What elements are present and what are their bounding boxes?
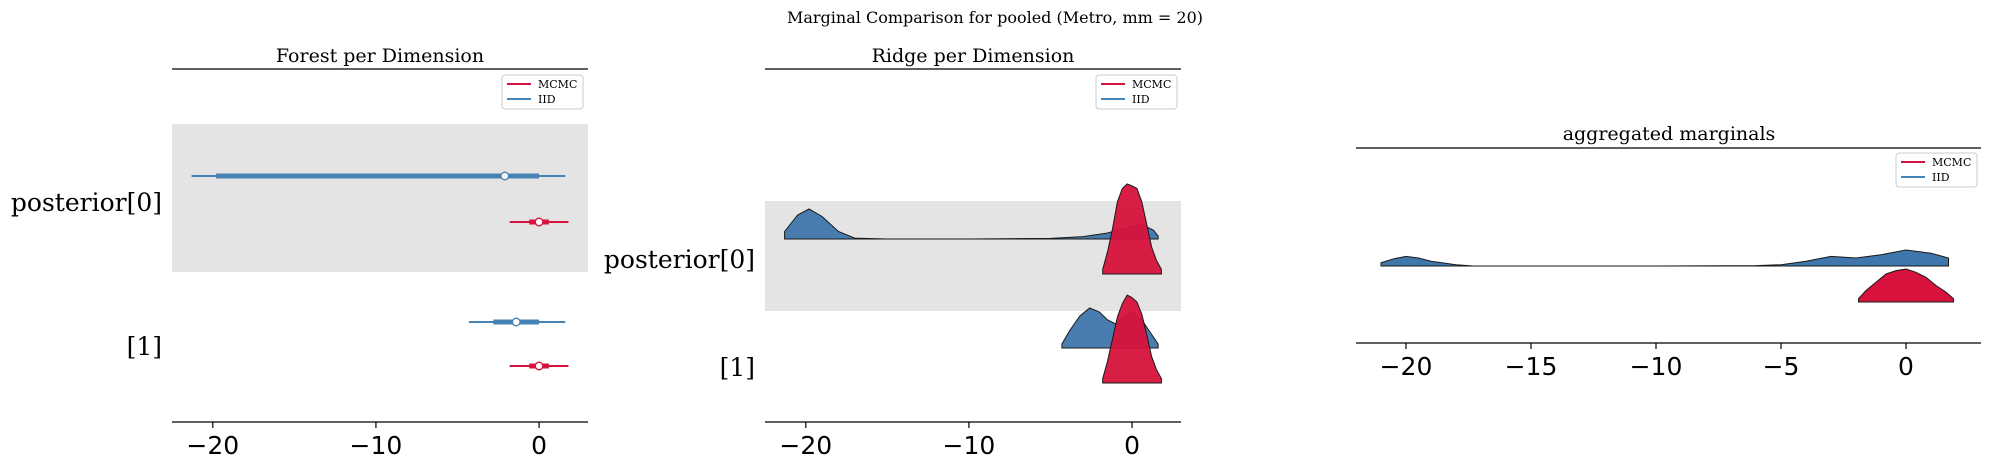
legend-mcmc-label: MCMC [1932,156,1971,169]
mcmc-density [1858,268,1954,303]
forest-panel: Forest per Dimension posterior[0] [1] −2… [11,45,588,460]
ridge-panel: Ridge per Dimension posterior[0] [1] −20… [604,45,1181,460]
x-ticks: −20 −10 0 [779,422,1140,460]
plot-marks [1380,249,1954,303]
x-tick-label: −15 [1505,352,1558,381]
x-tick-label: 0 [1124,431,1140,460]
y-tick-label: posterior[0] [11,188,162,217]
panel-title: aggregated marginals [1563,123,1776,145]
x-tick-label: −10 [1630,352,1683,381]
legend-iid-label: IID [1932,171,1950,184]
x-tick-label: 0 [531,431,547,460]
x-tick-label: −10 [943,431,996,460]
x-tick-label: −20 [186,431,239,460]
x-tick-label: −20 [779,431,832,460]
mcmc-ridge [1102,294,1162,384]
legend: MCMC IID [501,74,584,110]
legend-mcmc-label: MCMC [538,78,577,91]
y-tick-label: [1] [127,332,162,361]
plot-marks [191,171,569,371]
legend: MCMC IID [1095,74,1178,110]
legend-iid-label: IID [538,93,556,106]
legend-iid-label: IID [1132,93,1150,106]
aggregated-panel: aggregated marginals −20 −15 −10 −5 0 MCMC I… [1356,123,1981,381]
y-tick-label: posterior[0] [604,245,755,274]
median-point [500,171,510,181]
legend: MCMC IID [1895,152,1978,188]
median-point [511,317,521,327]
panel-title: Forest per Dimension [276,45,484,67]
y-tick-label: [1] [720,353,755,382]
panel-title: Ridge per Dimension [872,45,1075,67]
x-tick-label: 0 [1898,352,1914,381]
x-tick-label: −5 [1763,352,1800,381]
median-point [534,217,544,227]
x-tick-label: −20 [1380,352,1433,381]
plot-marks [784,183,1162,384]
median-point [534,361,544,371]
mcmc-ridge [1102,183,1162,275]
x-ticks: −20 −15 −10 −5 0 [1380,343,1914,381]
figure-suptitle: Marginal Comparison for pooled (Metro, m… [787,8,1203,27]
x-ticks: −20 −10 0 [186,422,547,460]
highlight-band [172,124,588,272]
iid-density [1380,249,1949,267]
x-tick-label: −10 [350,431,403,460]
legend-mcmc-label: MCMC [1132,78,1171,91]
